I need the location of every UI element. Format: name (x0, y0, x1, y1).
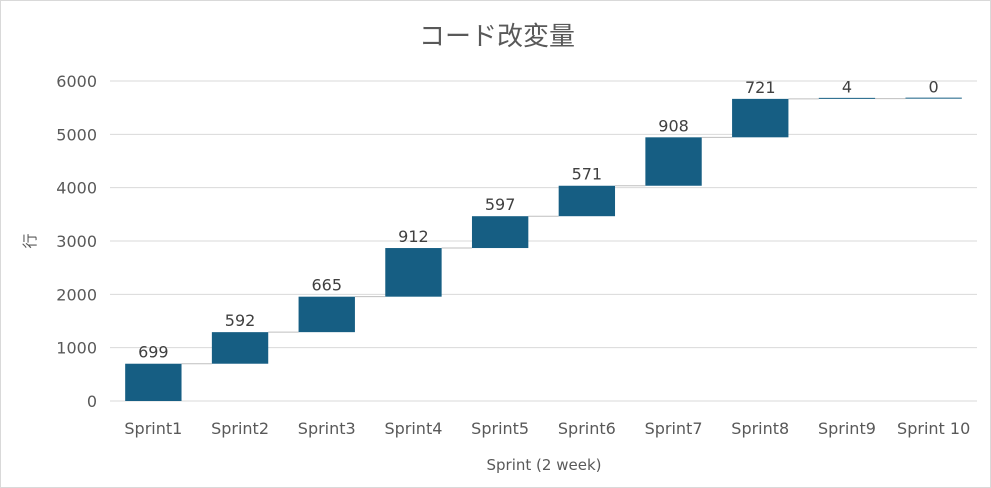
x-tick-label: Sprint9 (818, 419, 876, 438)
x-tick-label: Sprint8 (731, 419, 789, 438)
bar-sprint4 (385, 248, 442, 297)
connector-lines (181, 98, 906, 365)
y-tick-label: 2000 (56, 285, 97, 304)
bar-sprint9 (818, 97, 876, 99)
y-tick-label: 3000 (56, 232, 97, 251)
bar-sprint1 (125, 363, 182, 401)
chart-title: コード改変量 (419, 22, 575, 52)
data-label: 0 (929, 78, 939, 97)
bar-sprint8 (732, 98, 789, 138)
data-labels: 699 592 665 912 597 571 908 721 4 0 (138, 78, 939, 362)
data-label: 665 (311, 276, 342, 295)
x-tick-label: Sprint2 (211, 419, 269, 438)
y-tick-label: 1000 (56, 339, 97, 358)
bar-sprint3 (298, 296, 355, 333)
data-label: 721 (745, 78, 776, 97)
x-tick-label: Sprint7 (645, 419, 703, 438)
y-tick-label: 4000 (56, 179, 97, 198)
x-axis-ticks: Sprint1 Sprint2 Sprint3 Sprint4 Sprint5 Sprin… (124, 419, 970, 438)
x-tick-label: Sprint6 (558, 419, 616, 438)
data-label: 4 (842, 78, 852, 97)
y-tick-label: 5000 (56, 125, 97, 144)
data-label: 597 (485, 195, 516, 214)
x-tick-label: Sprint5 (471, 419, 529, 438)
y-tick-label: 6000 (56, 72, 97, 91)
x-tick-label: Sprint3 (298, 419, 356, 438)
bar-sprint7 (645, 137, 702, 186)
bar-sprint6 (558, 185, 616, 217)
bar-sprint5 (471, 216, 529, 249)
x-tick-label: Sprint 10 (897, 419, 970, 438)
bars (125, 97, 962, 401)
data-label: 908 (658, 116, 689, 135)
bar-sprint2 (211, 332, 269, 364)
data-label: 912 (398, 227, 429, 246)
y-axis-label: 行 (21, 233, 39, 248)
x-axis-label: Sprint (2 week) (487, 456, 602, 474)
bar-sprint10 (905, 97, 962, 99)
y-axis-ticks: 0 1000 2000 3000 4000 5000 6000 (56, 72, 97, 411)
y-tick-label: 0 (87, 392, 97, 411)
data-label: 592 (225, 311, 256, 330)
data-label: 699 (138, 343, 169, 362)
x-tick-label: Sprint1 (124, 419, 182, 438)
data-label: 571 (572, 165, 603, 184)
x-tick-label: Sprint4 (384, 419, 442, 438)
